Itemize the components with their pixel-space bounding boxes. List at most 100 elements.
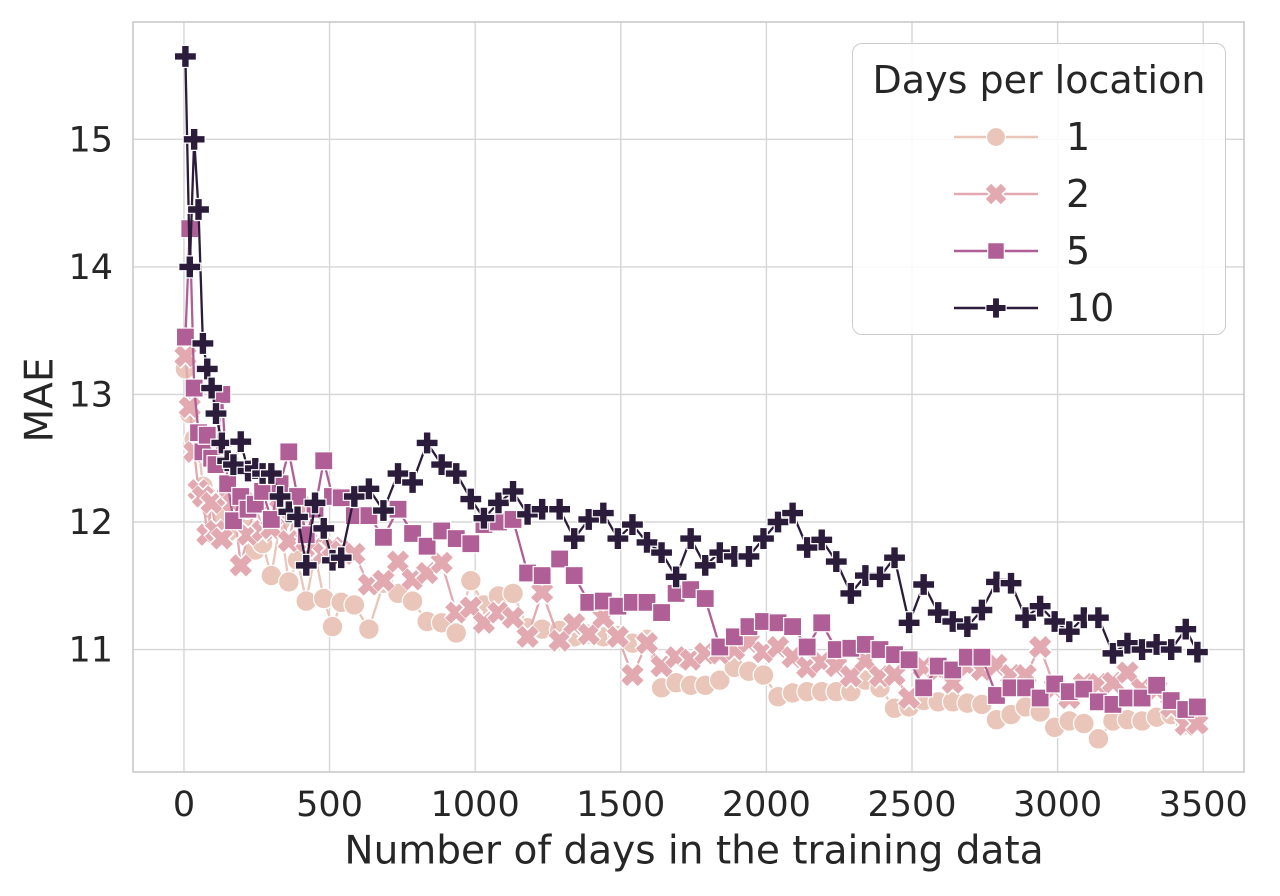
marker-plus [1174, 617, 1198, 641]
legend-item-2: 2 [853, 165, 1225, 222]
marker-plus [955, 614, 979, 639]
marker-plus [1013, 606, 1038, 630]
marker-plus [285, 505, 310, 529]
y-axis-label: MAE [17, 357, 63, 443]
marker-plus [868, 565, 892, 589]
marker-plus [591, 501, 615, 525]
marker-circle [985, 126, 1007, 147]
marker-square [417, 536, 437, 556]
marker-square [987, 241, 1005, 260]
x-tick-label: 1000 [431, 785, 520, 825]
marker-x [678, 647, 704, 673]
marker-square [899, 650, 919, 670]
marker-square [972, 647, 992, 667]
marker-square [314, 451, 334, 471]
marker-plus [985, 296, 1007, 319]
marker-square [943, 660, 963, 680]
marker-square [637, 592, 657, 612]
x-tick-label: 2000 [722, 785, 811, 825]
marker-square [914, 678, 934, 698]
marker-circle [401, 590, 424, 612]
marker-plus [204, 401, 228, 426]
x-tick-label: 1500 [576, 785, 665, 825]
series-5 [175, 219, 1208, 720]
marker-square [261, 509, 281, 530]
marker-plus [191, 331, 215, 356]
marker-plus [620, 512, 645, 537]
x-tick-label: 2500 [867, 785, 956, 825]
marker-plus [562, 526, 586, 551]
y-tick-label: 14 [68, 248, 113, 288]
marker-x [500, 604, 526, 631]
marker-x [794, 654, 820, 681]
marker-plus [312, 516, 336, 540]
marker-plus [1086, 606, 1110, 630]
marker-x [429, 550, 455, 576]
marker-plus [810, 528, 834, 552]
marker-circle [459, 569, 482, 592]
marker-square [797, 637, 817, 657]
marker-x [399, 566, 426, 593]
marker-plus [606, 526, 630, 551]
marker-plus [444, 461, 468, 486]
marker-square [724, 627, 744, 647]
marker-plus [679, 526, 703, 551]
marker-x [228, 552, 254, 579]
marker-circle [502, 582, 524, 605]
marker-plus [1057, 620, 1081, 644]
marker-x [838, 663, 864, 690]
x-tick-label: 0 [173, 785, 195, 825]
marker-plus [329, 546, 353, 570]
marker-plus [737, 544, 761, 569]
marker-plus [186, 197, 211, 222]
marker-plus [693, 553, 717, 577]
marker-x [529, 579, 555, 605]
marker-x [443, 599, 469, 626]
marker-x [1027, 634, 1053, 660]
x-tick-label: 3500 [1159, 785, 1248, 825]
marker-square [1015, 678, 1036, 698]
marker-plus [649, 541, 674, 565]
marker-x [984, 181, 1008, 206]
marker-plus [195, 357, 219, 381]
legend: Days per location 1 2 5 10 [852, 43, 1226, 335]
marker-plus [664, 565, 688, 589]
marker-x [546, 627, 573, 654]
marker-circle [343, 594, 366, 616]
y-tick-label: 15 [68, 120, 113, 160]
marker-plus [400, 470, 425, 495]
marker-x [172, 343, 199, 369]
marker-plus [229, 430, 253, 454]
legend-item-label: 5 [1066, 228, 1091, 273]
marker-square [710, 637, 730, 657]
marker-square [651, 602, 672, 623]
marker-x [576, 621, 602, 647]
marker-plus [766, 510, 790, 534]
marker-square [783, 616, 803, 637]
marker-x [619, 662, 646, 688]
marker-plus [182, 127, 206, 151]
marker-plus [1185, 640, 1210, 664]
legend-swatch-square-icon [954, 241, 1038, 260]
marker-square [279, 442, 299, 462]
marker-plus [897, 611, 921, 635]
marker-circle [277, 571, 300, 593]
marker-square [550, 549, 570, 569]
marker-x [750, 639, 777, 665]
marker-plus [1159, 637, 1183, 662]
marker-plus [259, 461, 283, 486]
legend-swatch-plus-icon [954, 296, 1038, 319]
marker-plus [999, 571, 1023, 595]
marker-plus [371, 498, 396, 523]
marker-x [1114, 659, 1141, 686]
marker-circle [752, 664, 775, 686]
legend-item-label: 1 [1066, 114, 1091, 159]
marker-square [1074, 679, 1094, 699]
marker-square [532, 565, 552, 586]
marker-plus [1101, 641, 1125, 665]
marker-plus [357, 477, 381, 501]
marker-plus [501, 479, 525, 503]
legend-items: 1 2 5 10 [853, 108, 1225, 336]
marker-plus [173, 44, 198, 69]
